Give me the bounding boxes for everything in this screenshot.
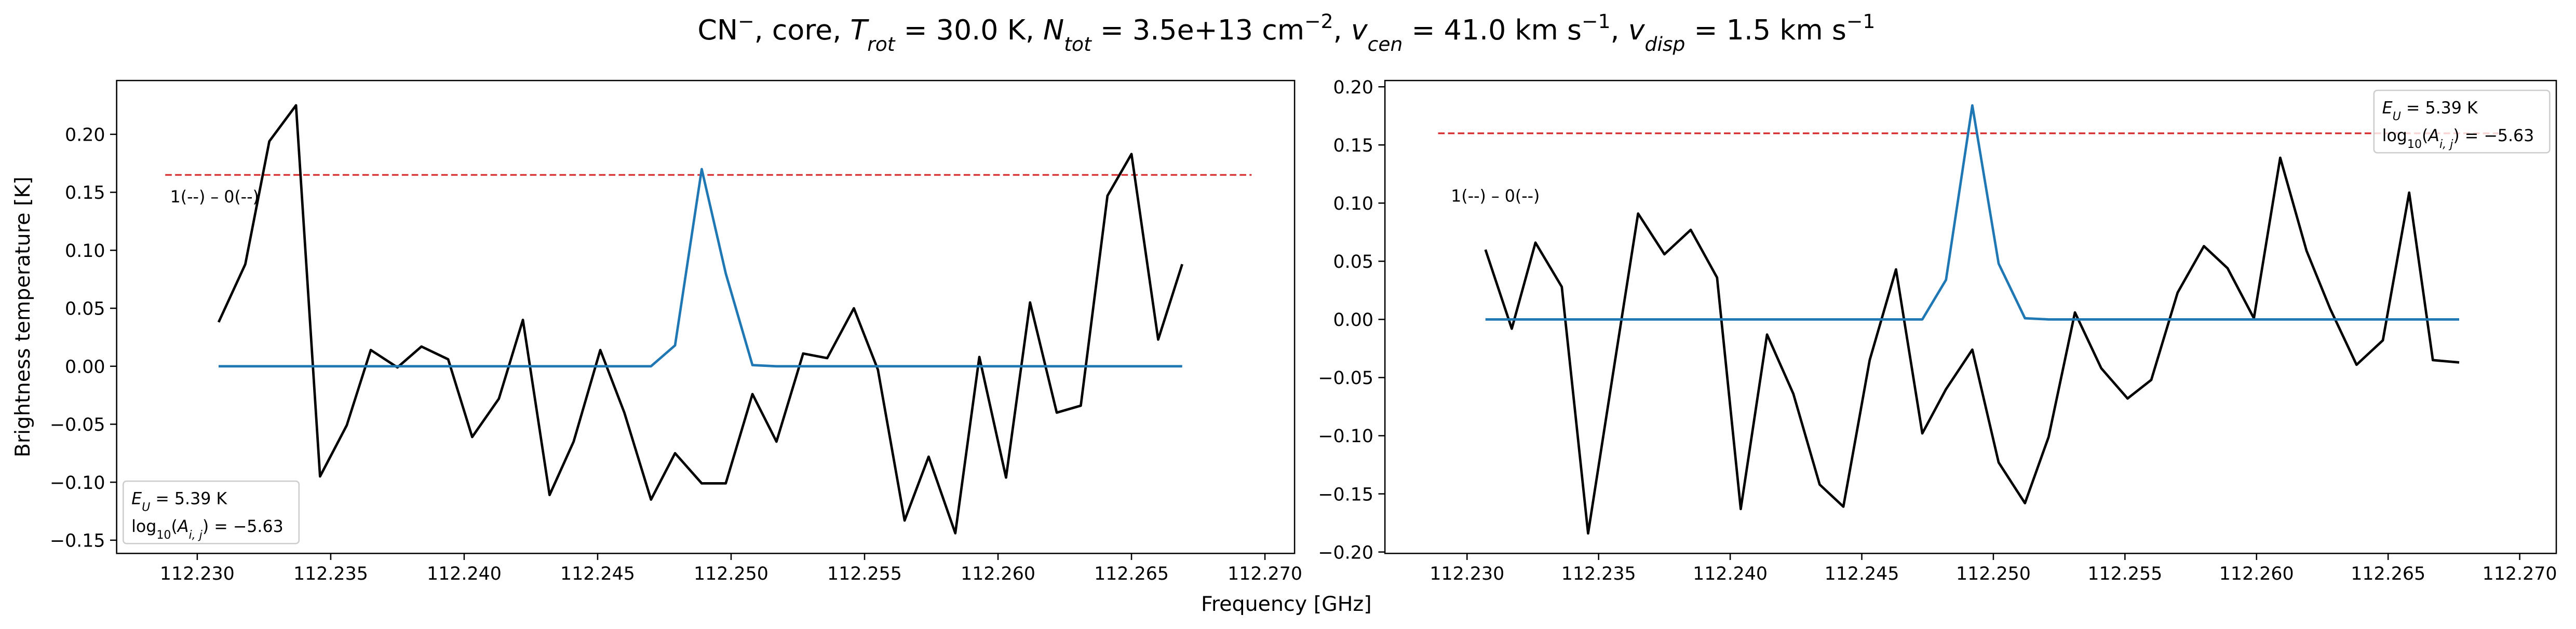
info-text: EU = 5.39 K: [131, 489, 227, 514]
plot-frame: [1384, 79, 2557, 554]
y-tick-label: −0.20: [1318, 542, 1373, 563]
info-text: log10(Ai, j) = −5.63: [131, 517, 284, 542]
x-tick-label: 112.245: [1825, 564, 1899, 584]
text-segment: U: [2393, 110, 2401, 123]
y-tick-label: 0.20: [65, 125, 105, 145]
text-segment: i, j: [188, 528, 203, 542]
text-segment: = 41.0 km s: [1402, 13, 1582, 46]
text-segment: −2: [1304, 10, 1333, 33]
y-tick-label: 0.20: [1333, 77, 1373, 98]
y-tick-label: −0.10: [1318, 426, 1373, 447]
y-tick-label: −0.15: [1318, 484, 1373, 505]
plot-frame: [116, 79, 1296, 554]
y-tick-label: 0.00: [65, 357, 105, 377]
text-segment: = 30.0 K,: [895, 13, 1043, 46]
y-tick-label: 0.15: [65, 183, 105, 203]
series-line: [1484, 156, 2460, 535]
text-segment: 10: [156, 528, 171, 542]
text-segment: log: [2382, 127, 2407, 145]
x-tick-label: 112.240: [1693, 564, 1768, 584]
text-segment: ,: [1333, 13, 1351, 46]
info-text: EU = 5.39 K: [2382, 99, 2478, 123]
text-segment: 10: [2407, 138, 2422, 151]
x-tick-label: 112.260: [2219, 564, 2294, 584]
x-tick-label: 112.235: [293, 564, 368, 584]
text-segment: A: [177, 517, 189, 536]
x-tick-label: 112.270: [1228, 564, 1302, 584]
x-axis-label: Frequency [GHz]: [1201, 592, 1372, 616]
text-segment: CN: [697, 13, 738, 46]
text-segment: , core,: [754, 13, 851, 46]
x-tick-label: 112.230: [160, 564, 235, 584]
transition-label: 1(--) – 0(--): [1451, 187, 1540, 206]
x-tick-label: 112.260: [961, 564, 1035, 584]
text-segment: −: [738, 10, 754, 33]
text-segment: = 3.5e+13 cm: [1091, 13, 1304, 46]
series-line: [219, 168, 1182, 368]
y-axis-label: Brightness temperature [K]: [11, 176, 35, 457]
info-text: log10(Ai, j) = −5.63: [2382, 127, 2534, 151]
text-segment: (: [171, 517, 177, 536]
text-segment: v: [1628, 13, 1646, 46]
text-segment: disp: [1645, 33, 1685, 56]
text-segment: tot: [1064, 33, 1092, 56]
text-segment: N: [1043, 13, 1064, 46]
x-tick-label: 112.245: [560, 564, 635, 584]
x-tick-label: 112.265: [1094, 564, 1169, 584]
y-tick-label: −0.05: [50, 415, 105, 435]
info-box: [123, 480, 300, 544]
text-segment: U: [142, 500, 150, 514]
x-tick-label: 112.250: [1956, 564, 2031, 584]
y-tick-label: 0.05: [65, 299, 105, 320]
y-tick-label: 0.15: [1333, 135, 1373, 156]
x-tick-label: 112.265: [2351, 564, 2425, 584]
text-segment: ) = −5.63: [2453, 127, 2534, 145]
info-box: [2373, 89, 2551, 154]
x-tick-label: 112.255: [827, 564, 902, 584]
y-tick-label: 0.05: [1333, 252, 1373, 272]
x-tick-label: 112.250: [694, 564, 768, 584]
y-tick-label: −0.05: [1318, 368, 1373, 389]
y-tick-label: 0.00: [1333, 310, 1373, 331]
text-segment: ,: [1611, 13, 1628, 46]
x-tick-label: 112.255: [2087, 564, 2162, 584]
text-segment: = 5.39 K: [2401, 99, 2478, 117]
text-segment: E: [131, 489, 142, 508]
text-segment: A: [2427, 127, 2439, 145]
text-segment: log: [131, 517, 156, 536]
text-segment: −1: [1582, 10, 1611, 33]
y-tick-label: −0.10: [50, 473, 105, 494]
text-segment: i, j: [2439, 138, 2453, 151]
figure-title: CN−, core, Trot = 30.0 K, Ntot = 3.5e+13…: [697, 10, 1875, 56]
text-segment: −1: [1846, 10, 1876, 33]
text-segment: E: [2382, 99, 2393, 117]
text-segment: (: [2422, 127, 2428, 145]
series-line: [1485, 104, 2460, 321]
text-segment: cen: [1368, 33, 1403, 56]
transition-label: 1(--) – 0(--): [170, 188, 259, 207]
text-segment: v: [1351, 13, 1368, 46]
y-tick-label: 0.10: [65, 241, 105, 262]
x-tick-label: 112.270: [2483, 564, 2557, 584]
text-segment: T: [850, 13, 869, 46]
y-tick-label: 0.10: [1333, 194, 1373, 214]
text-segment: rot: [867, 33, 896, 56]
text-segment: = 5.39 K: [150, 489, 227, 508]
x-tick-label: 112.230: [1429, 564, 1504, 584]
series-line: [217, 104, 1184, 535]
x-tick-label: 112.240: [427, 564, 502, 584]
x-tick-label: 112.235: [1561, 564, 1636, 584]
text-segment: ) = −5.63: [203, 517, 284, 536]
y-tick-label: −0.15: [50, 531, 105, 552]
text-segment: = 1.5 km s: [1685, 13, 1846, 46]
